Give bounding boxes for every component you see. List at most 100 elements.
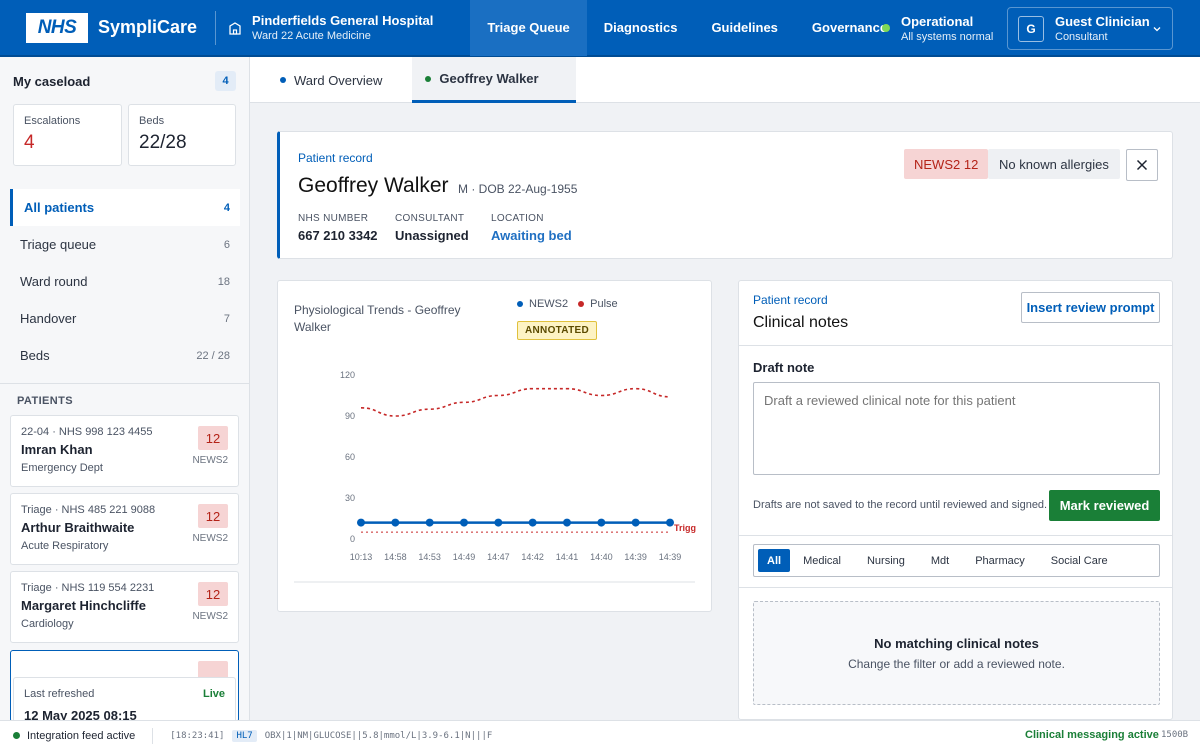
user-role: Consultant [1055,31,1108,43]
chart-title: Physiological Trends - Geoffrey Walker [294,303,461,334]
x-tick-label: 14:39 [659,552,682,562]
sidebar-item-all-patients[interactable]: All patients 4 [10,189,240,226]
user-menu[interactable]: G Guest Clinician Consultant [1007,7,1173,50]
filter-all[interactable]: All [758,549,791,572]
location-link[interactable]: Awaiting bed [491,228,572,243]
legend-swatch [517,301,523,307]
patient-card[interactable]: 22-04 · NHS 998 123 4455 Imran Khan Emer… [10,415,239,487]
feed-timestamp: [18:23:41] [170,730,225,741]
chevron-down-icon [1153,27,1161,32]
x-tick-label: 14:39 [624,552,647,562]
chart-legend: NEWS2 Pulse [517,298,628,310]
patient-meta: Triage · NHS 485 221 9088 [21,504,156,516]
news2-data-point [425,518,434,527]
nav-triage-queue[interactable]: Triage Queue [470,0,587,56]
beds-label: Beds [139,115,165,127]
patient-dept: Cardiology [21,618,74,630]
patient-card[interactable]: Triage · NHS 119 554 2231 Margaret Hinch… [10,571,239,643]
news2-score-badge: 12 [198,426,228,450]
patient-name: Arthur Braithwaite [21,520,135,535]
news2-score-badge: 12 [198,504,228,528]
header-divider [215,10,217,45]
news2-data-point [563,518,571,527]
system-status: Operational All systems normal [882,14,993,43]
tab-ward-overview[interactable]: Ward Overview [250,57,412,103]
patient-meta: 22-04 · NHS 998 123 4455 [21,426,153,438]
patient-card[interactable]: Triage · NHS 485 221 9088 Arthur Braithw… [10,493,239,565]
refresh-label: Last refreshed [24,688,95,700]
beds-card[interactable]: Beds 22/28 [128,104,236,166]
escalations-card[interactable]: Escalations 4 [13,104,122,166]
close-record-button[interactable] [1126,149,1158,181]
legend-label: NEWS2 [529,298,569,310]
filter-mdt[interactable]: Mdt [930,554,950,567]
insert-review-prompt-button[interactable]: Insert review prompt [1021,292,1160,323]
notes-divider [739,535,1172,536]
filter-social-care[interactable]: Social Care [1050,554,1108,567]
legend-swatch [578,301,585,307]
news2-data-point [494,518,503,527]
tab-dot-icon [280,77,286,83]
news2-data-point [391,518,400,527]
y-tick-label: 60 [345,452,355,462]
sidebar-nav: All patients 4 Triage queue 6 Ward round… [10,189,240,374]
patient-full-name: Geoffrey Walker [298,174,449,197]
news2-data-point [460,518,468,527]
patient-dob: M · DOB 22-Aug-1955 [458,182,578,196]
status-dot-icon [882,24,890,32]
sidebar-item-beds[interactable]: Beds 22 / 28 [10,337,240,374]
clinical-notes-panel: Patient record Clinical notes Insert rev… [738,280,1173,720]
beds-value: 22/28 [139,132,187,153]
hospital-selector[interactable]: Pinderfields General Hospital Ward 22 Ac… [252,13,433,42]
empty-title: No matching clinical notes [874,635,1039,651]
refresh-date: 12 May 2025 08:15 [24,708,137,720]
mark-reviewed-button[interactable]: Mark reviewed [1049,490,1160,521]
field-key: CONSULTANT [395,213,465,224]
sidebar-item-label: Beds [20,348,50,363]
field-key: NHS NUMBER [298,213,369,224]
sidebar-item-ward-round[interactable]: Ward round 18 [10,263,240,300]
patients-header: PATIENTS [17,395,73,407]
consultant-field: CONSULTANT Unassigned [395,213,469,243]
legend-pulse[interactable]: Pulse [578,298,618,310]
feed-message: OBX|1|NM|GLUCOSE||5.8|mmol/L|3.9-6.1|N||… [264,730,493,741]
trigger-threshold-label: Trigg [674,523,696,533]
notes-divider [739,345,1172,346]
filter-pharmacy[interactable]: Pharmacy [975,554,1025,567]
nhs-number-field: NHS NUMBER 667 210 3342 [298,213,378,243]
sidebar-divider [0,383,249,384]
legend-news2[interactable]: NEWS2 [517,298,568,310]
escalations-value: 4 [24,132,35,153]
patient-record-card: Patient record Geoffrey Walker M · DOB 2… [277,131,1173,259]
footer-latency: 1500B [1161,730,1189,740]
news2-score-label: NEWS2 [192,611,228,622]
sidebar-item-triage-queue[interactable]: Triage queue 6 [10,226,240,263]
x-tick-label: 14:47 [487,552,510,562]
escalations-label: Escalations [24,115,81,127]
pulse-series-line [360,387,671,417]
notes-title: Clinical notes [753,314,849,331]
draft-note-input[interactable] [753,382,1160,475]
hl7-tag: HL7 [232,729,257,742]
nav-governance[interactable]: Governance [811,20,888,35]
hospital-name: Pinderfields General Hospital [252,13,434,28]
nhs-logo: NHS [26,12,88,43]
nav-diagnostics[interactable]: Diagnostics [603,20,678,35]
patient-dept: Emergency Dept [21,462,103,474]
sidebar-item-handover[interactable]: Handover 7 [10,300,240,337]
record-kicker: Patient record [298,151,373,165]
filter-nursing[interactable]: Nursing [866,554,905,567]
caseload-count-badge: 4 [215,71,236,91]
ward-name: Ward 22 Acute Medicine [252,30,371,42]
nav-guidelines[interactable]: Guidelines [711,20,778,35]
x-tick-label: 14:49 [453,552,476,562]
avatar: G [1018,15,1044,42]
tab-geoffrey-walker[interactable]: Geoffrey Walker [412,57,576,103]
filter-medical[interactable]: Medical [803,554,841,567]
draft-hint: Drafts are not saved to the record until… [753,499,1048,511]
sidebar-item-label: Triage queue [20,237,97,252]
field-key: LOCATION [491,213,544,224]
hospital-icon [229,21,241,35]
patient-meta: Triage · NHS 119 554 2231 [21,582,155,594]
news2-score-badge: 12 [198,582,228,606]
